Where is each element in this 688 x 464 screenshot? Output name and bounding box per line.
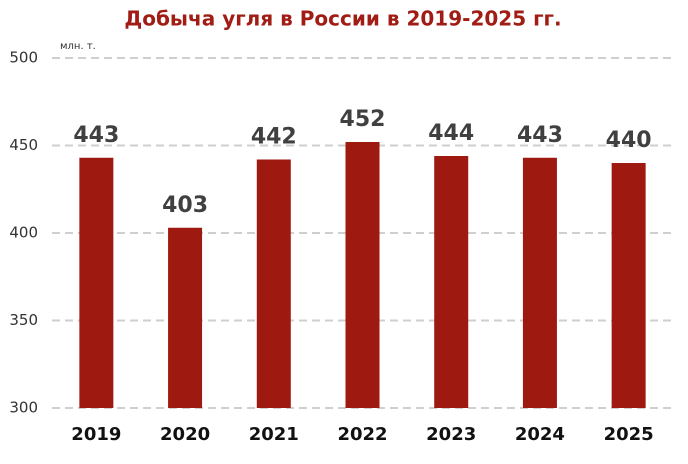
bar [256,159,291,408]
data-label: 452 [340,107,386,132]
x-tick-label: 2022 [337,424,387,445]
y-tick-label: 400 [9,224,38,242]
x-tick-label: 2024 [515,424,565,445]
bar [79,157,114,408]
data-label: 444 [428,121,474,146]
x-tick-label: 2023 [426,424,476,445]
unit-label: млн. т. [60,41,96,52]
chart-title: Добыча угля в России в 2019-2025 гг. [124,7,561,31]
x-tick-label: 2019 [71,424,121,445]
data-label: 403 [162,193,208,218]
y-tick-label: 350 [9,311,38,329]
bar [611,163,646,408]
bar [168,227,203,408]
data-label: 443 [73,123,119,148]
y-tick-label: 300 [9,399,38,417]
x-tick-label: 2020 [160,424,210,445]
y-tick-label: 500 [9,49,38,67]
bar [434,156,469,408]
x-tick-label: 2021 [249,424,299,445]
y-tick-label: 450 [9,136,38,154]
data-label: 443 [517,123,563,148]
bar [522,157,557,408]
data-label: 440 [606,128,652,153]
bar [345,142,380,408]
data-label: 442 [251,125,297,150]
x-tick-label: 2025 [604,424,654,445]
